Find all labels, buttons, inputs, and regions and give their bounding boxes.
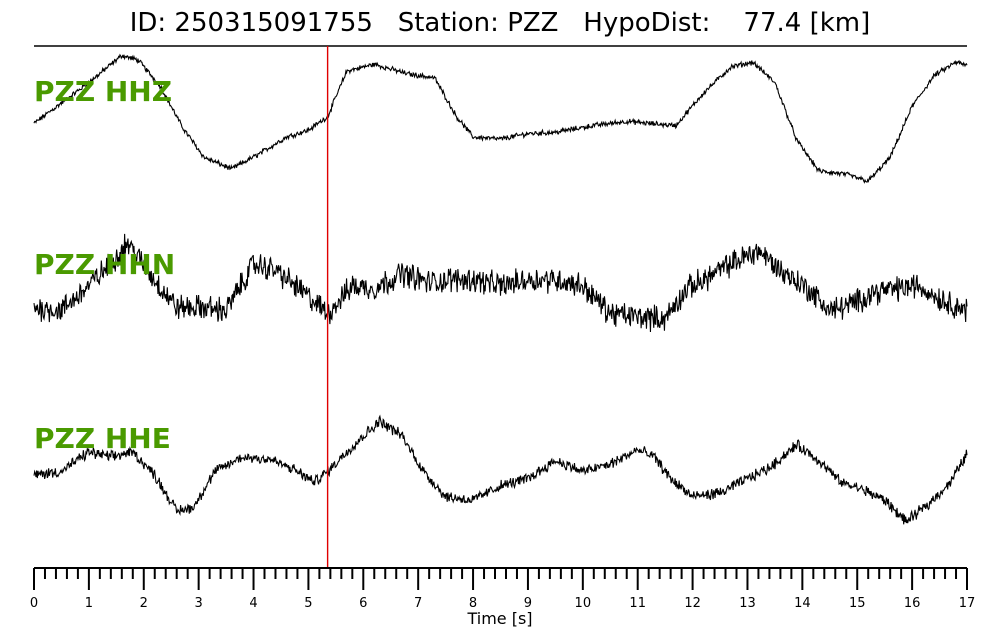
x-tick-label: 11 [629, 596, 646, 611]
trace-label-group: PZZ HHZ PZZ HHN PZZ HHE [34, 75, 175, 455]
x-tick-label: 3 [195, 596, 203, 611]
trace-label: PZZ HHZ [34, 75, 172, 108]
trace-group [33, 53, 968, 525]
trace-label: PZZ HHE [34, 422, 171, 455]
x-tick-label: 7 [414, 596, 422, 611]
x-tick-label: 9 [524, 596, 532, 611]
trace-label: PZZ HHN [34, 248, 175, 281]
x-tick-label: 12 [684, 596, 701, 611]
trace-pzz-hhn [33, 233, 968, 332]
plot-title: ID: 250315091755 Station: PZZ HypoDist: … [129, 8, 871, 38]
x-tick-label: 2 [140, 596, 148, 611]
x-tick-label: 13 [739, 596, 756, 611]
x-tick-label: 4 [249, 596, 257, 611]
x-tick-label: 1 [85, 596, 93, 611]
x-tick-label: 16 [904, 596, 921, 611]
x-tick-label: 15 [849, 596, 866, 611]
x-tick-label: 10 [575, 596, 592, 611]
x-tick-label: 6 [359, 596, 367, 611]
x-tick-label: 14 [794, 596, 811, 611]
x-axis-label: Time [s] [466, 609, 532, 628]
x-tick-label: 0 [30, 596, 38, 611]
trace-pzz-hhz [33, 53, 968, 184]
x-tick-label: 17 [959, 596, 976, 611]
x-tick-label: 5 [304, 596, 312, 611]
trace-pzz-hhe [33, 414, 968, 525]
x-tick-label: 8 [469, 596, 477, 611]
